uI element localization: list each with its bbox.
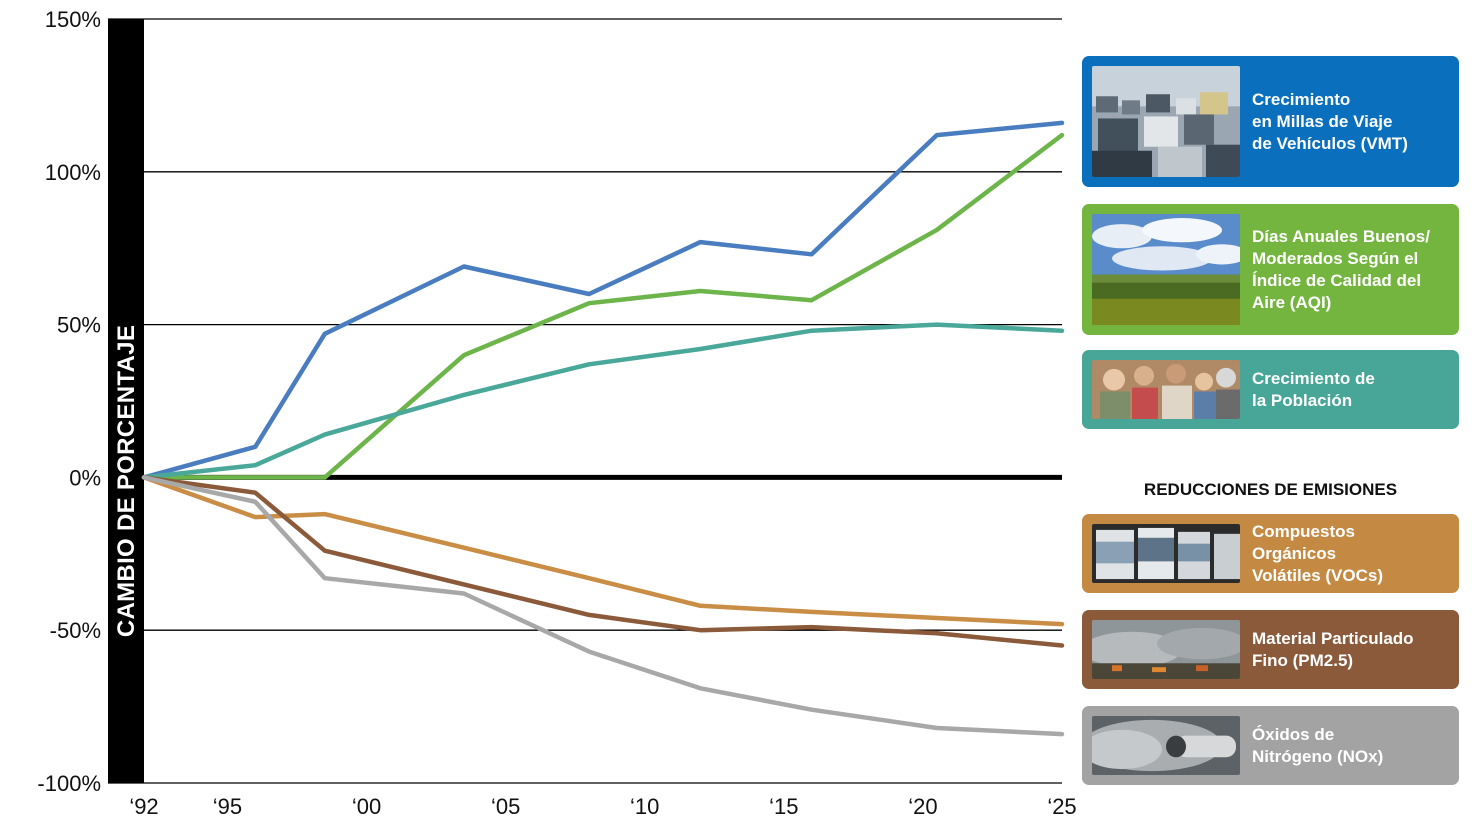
legend-item-4: Compuestos Orgánicos Volátiles (VOCs) [1082, 514, 1459, 593]
legend-item-6: Óxidos de Nitrógeno (NOx) [1082, 706, 1459, 785]
paint-cans-photo-icon [1092, 524, 1240, 583]
sky-field-photo-icon [1092, 214, 1240, 325]
legend-item-1: Crecimiento en Millas de Viaje de Vehícu… [1082, 56, 1459, 187]
y-tick-label: -100% [37, 771, 101, 796]
axis-layer: 150% 100% 50% 0% -50% -100% ‘92 ‘95 ‘00 ‘05 ‘10 ‘15… [37, 7, 1076, 819]
grid-layer [108, 18, 1062, 784]
legend-label: Compuestos Orgánicos Volátiles (VOCs) [1252, 521, 1383, 585]
series-line-2 [141, 132, 1065, 480]
series-layer [141, 120, 1065, 737]
series-line-6 [141, 475, 1065, 737]
x-tick-label: ‘95 [213, 794, 242, 819]
legend-item-5: Material Particulado Fino (PM2.5) [1082, 610, 1459, 689]
y-tick-label: 0% [69, 465, 101, 490]
family-photo-icon [1092, 360, 1240, 419]
legend-label: Días Anuales Buenos/ Moderados Según el … [1252, 226, 1430, 312]
emissions-heading: REDUCCIONES DE EMISIONES [1143, 480, 1398, 499]
legend-label: Material Particulado Fino (PM2.5) [1252, 628, 1414, 670]
legend-item-2: Días Anuales Buenos/ Moderados Según el … [1082, 204, 1459, 335]
y-tick-label: -50% [50, 618, 101, 643]
x-tick-label: ‘15 [769, 794, 798, 819]
traffic-photo-icon [1092, 66, 1240, 177]
series-line-5 [141, 475, 1065, 648]
y-tick-label: 150% [45, 7, 101, 32]
x-tick-label: ‘05 [491, 794, 520, 819]
series-line-3 [141, 322, 1065, 480]
series-line-4 [141, 475, 1065, 627]
x-tick-label: ‘92 [129, 794, 158, 819]
series-line-1 [141, 120, 1065, 480]
legend-label: Crecimiento de la Población [1252, 368, 1375, 410]
legend-item-3: Crecimiento de la Población [1082, 350, 1459, 429]
x-tick-label: ‘00 [352, 794, 381, 819]
y-tick-label: 100% [45, 160, 101, 185]
x-tick-label: ‘20 [908, 794, 937, 819]
y-tick-label: 50% [57, 313, 101, 338]
x-tick-label: ‘10 [630, 794, 659, 819]
y-axis-band [108, 19, 144, 783]
y-axis-title: CAMBIO DE PORCENTAJE [113, 325, 140, 637]
smoke-fire-photo-icon [1092, 620, 1240, 679]
legend-label: Óxidos de Nitrógeno (NOx) [1252, 724, 1384, 766]
legend-label: Crecimiento en Millas de Viaje de Vehícu… [1252, 89, 1408, 153]
exhaust-pipe-photo-icon [1092, 716, 1240, 775]
x-tick-label: ‘25 [1047, 794, 1076, 819]
